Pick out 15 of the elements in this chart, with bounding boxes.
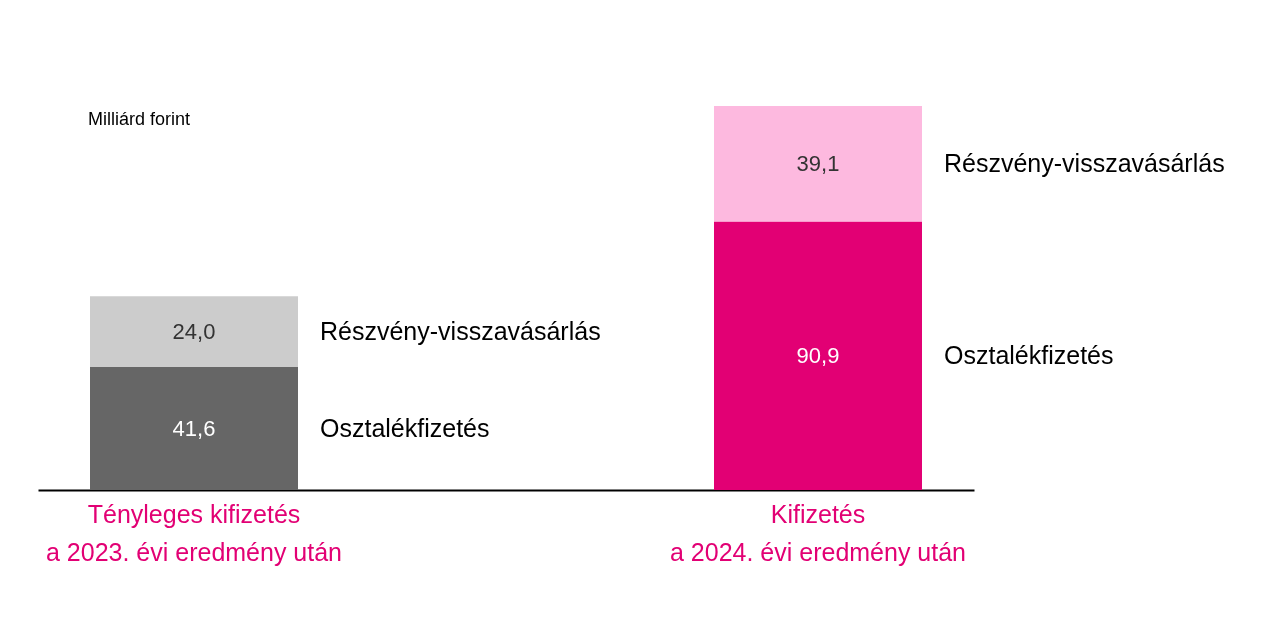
bar [714, 106, 922, 222]
series-label: Osztalékfizetés [320, 413, 490, 442]
series-label: Részvény-visszavásárlás [320, 316, 601, 345]
text: Részvény-visszavásárlás [944, 148, 1225, 177]
x-tick-label: Kifizetés a 2024. évi eredmény után [669, 499, 967, 566]
data-label: 39,1 [796, 150, 840, 176]
bar [714, 221, 922, 490]
x-tick-label: Tényleges kifizetés a 2023. évi eredmény után [45, 499, 343, 566]
data-label: 90,9 [796, 342, 840, 368]
data-label: 24,0 [172, 318, 216, 344]
text: Osztalékfizetés [944, 340, 1114, 369]
y-axis-title: Milliárd forint [88, 109, 191, 129]
bar [90, 296, 298, 368]
data-label: 41,6 [172, 415, 216, 441]
bar [90, 367, 298, 490]
